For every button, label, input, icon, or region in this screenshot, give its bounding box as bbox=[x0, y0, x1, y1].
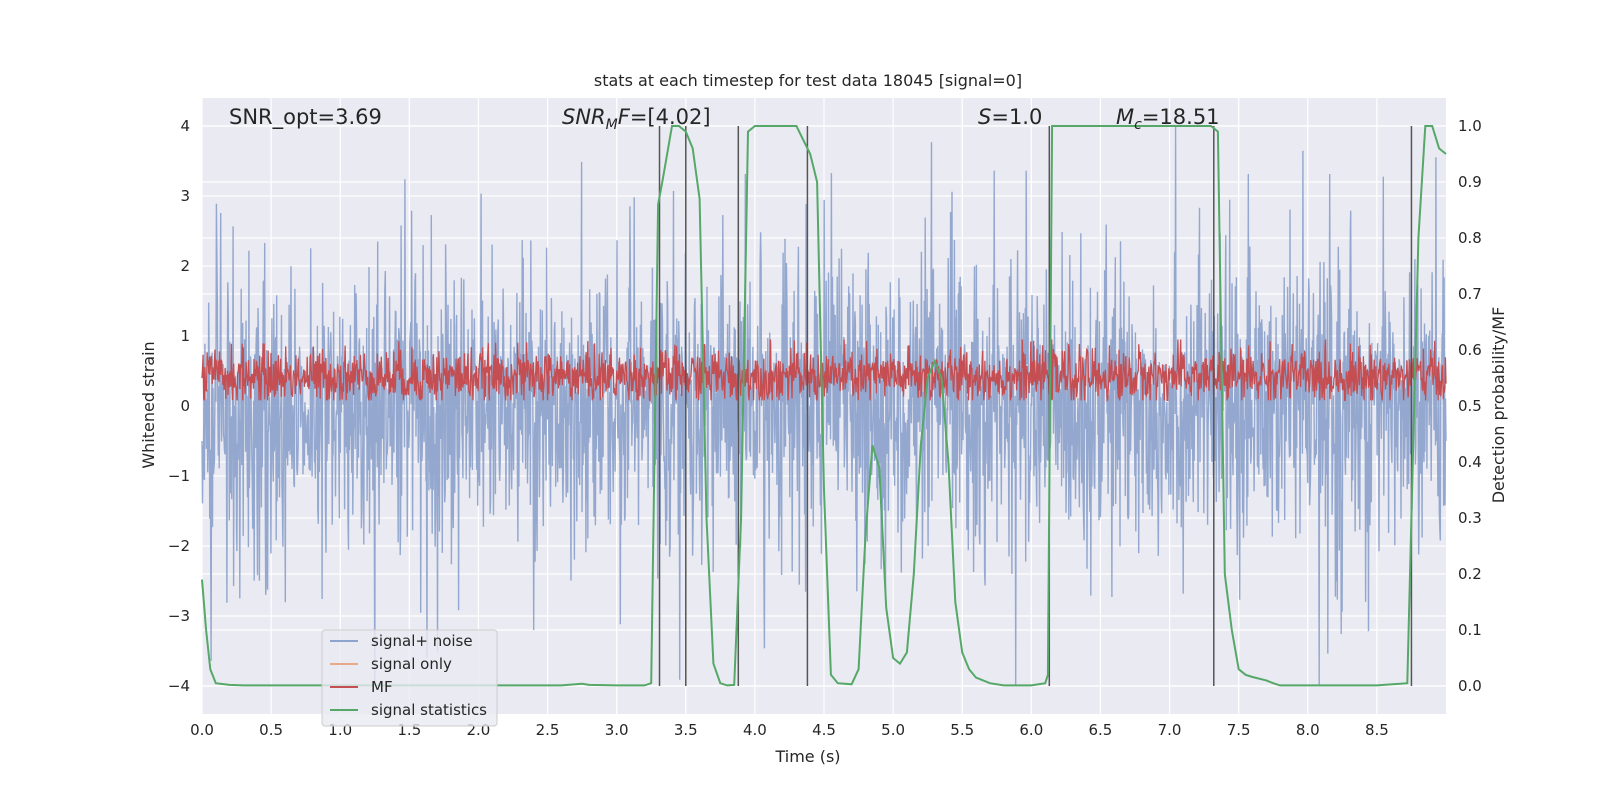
mf-line bbox=[201, 339, 1447, 403]
y-left-tick-label: −1 bbox=[168, 467, 190, 485]
y-left-tick-label: 3 bbox=[180, 187, 190, 205]
legend-label-signal-noise: signal+ noise bbox=[371, 632, 473, 650]
y-left-tick-label: 2 bbox=[180, 257, 190, 275]
x-tick-label: 6.0 bbox=[1019, 721, 1043, 739]
y-axis-right-label: Detection probability/MF bbox=[1489, 307, 1508, 504]
x-tick-label: 0.0 bbox=[190, 721, 214, 739]
annotation-mc: Mc=18.51 bbox=[1116, 105, 1220, 133]
y-left-tick-label: 1 bbox=[180, 327, 190, 345]
y-right-tick-label: 0.7 bbox=[1458, 285, 1482, 303]
x-tick-label: 7.5 bbox=[1227, 721, 1251, 739]
legend-label-signal-statistics: signal statistics bbox=[371, 701, 487, 719]
legend-label-mf: MF bbox=[371, 678, 393, 696]
signal-noise-series bbox=[201, 125, 1447, 687]
y-left-tick-label: 0 bbox=[180, 397, 190, 415]
signal-statistics-line bbox=[201, 125, 1447, 687]
x-tick-label: 0.5 bbox=[259, 721, 283, 739]
signal-statistics-series bbox=[201, 125, 1447, 687]
y-right-tick-label: 0.4 bbox=[1458, 453, 1482, 471]
tick-labels: 0.0 0.5 1.0 1.5 2.0 2.5 3.0 3.5 4.0 4.5 5.0 5.5 6.0 6… bbox=[168, 117, 1482, 739]
y-axis-left-label: Whitened strain bbox=[139, 341, 158, 468]
annotation-snr-mf: SNRMF=[4.02] bbox=[562, 105, 711, 133]
mf-series bbox=[201, 339, 1447, 403]
annotation-snr-opt: SNR_opt=3.69 bbox=[229, 105, 382, 130]
y-right-tick-label: 1.0 bbox=[1458, 117, 1482, 135]
x-tick-label: 5.5 bbox=[950, 721, 974, 739]
x-tick-label: 7.0 bbox=[1158, 721, 1182, 739]
y-right-tick-label: 0.0 bbox=[1458, 677, 1482, 695]
signal-noise-line bbox=[201, 125, 1447, 687]
legend: signal+ noise signal only MF signal stat… bbox=[321, 629, 498, 727]
chart-title: stats at each timestep for test data 180… bbox=[594, 71, 1022, 90]
x-tick-label: 8.5 bbox=[1365, 721, 1389, 739]
y-right-tick-label: 0.3 bbox=[1458, 509, 1482, 527]
y-right-tick-label: 0.8 bbox=[1458, 229, 1482, 247]
x-tick-label: 6.5 bbox=[1089, 721, 1113, 739]
x-tick-label: 3.5 bbox=[674, 721, 698, 739]
y-left-tick-label: 4 bbox=[180, 117, 190, 135]
annotation-s: S=1.0 bbox=[978, 105, 1042, 129]
x-tick-label: 8.0 bbox=[1296, 721, 1320, 739]
y-left-tick-label: −4 bbox=[168, 677, 190, 695]
x-tick-label: 5.0 bbox=[881, 721, 905, 739]
y-right-tick-label: 0.6 bbox=[1458, 341, 1482, 359]
y-right-tick-label: 0.2 bbox=[1458, 565, 1482, 583]
y-right-tick-label: 0.5 bbox=[1458, 397, 1482, 415]
x-tick-label: 2.5 bbox=[536, 721, 560, 739]
x-tick-label: 3.0 bbox=[605, 721, 629, 739]
legend-label-signal-only: signal only bbox=[371, 655, 452, 673]
y-right-tick-label: 0.9 bbox=[1458, 173, 1482, 191]
y-right-tick-label: 0.1 bbox=[1458, 621, 1482, 639]
y-left-tick-label: −2 bbox=[168, 537, 190, 555]
x-tick-label: 4.0 bbox=[743, 721, 767, 739]
legend-box bbox=[321, 629, 498, 727]
x-axis-label: Time (s) bbox=[774, 747, 840, 766]
x-tick-label: 4.5 bbox=[812, 721, 836, 739]
y-left-tick-label: −3 bbox=[168, 607, 190, 625]
